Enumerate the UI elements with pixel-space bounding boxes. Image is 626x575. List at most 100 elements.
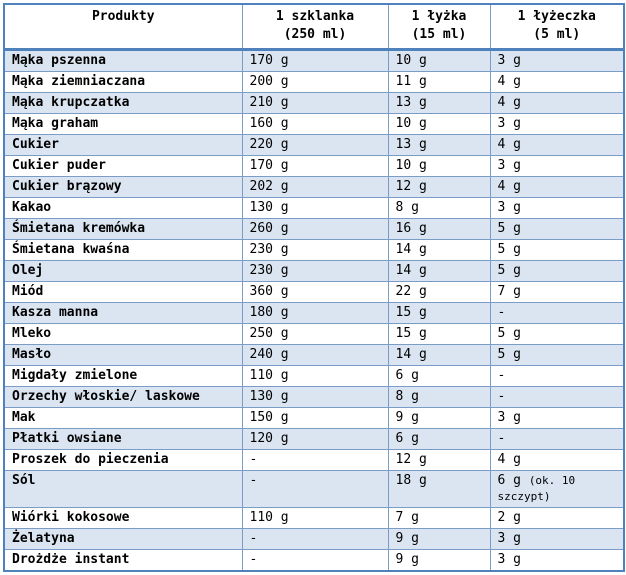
tsp-cell: 5 g: [489, 344, 625, 366]
table-header: Produkty 1 szklanka (250 ml) 1 łyżka (15…: [3, 3, 625, 51]
tbsp-cell: 14 g: [387, 260, 491, 282]
product-cell: Mak: [3, 407, 243, 429]
product-cell: Migdały zmielone: [3, 365, 243, 387]
tsp-cell: 3 g: [489, 528, 625, 550]
header-row: Produkty 1 szklanka (250 ml) 1 łyżka (15…: [3, 3, 625, 51]
tbsp-cell: 12 g: [387, 176, 491, 198]
tsp-cell: 2 g: [489, 507, 625, 529]
product-cell: Cukier: [3, 134, 243, 156]
tbsp-cell: 14 g: [387, 344, 491, 366]
cup-cell: 130 g: [241, 386, 389, 408]
product-cell: Orzechy włoskie/ laskowe: [3, 386, 243, 408]
tsp-cell: 3 g: [489, 113, 625, 135]
tbsp-cell: 10 g: [387, 113, 491, 135]
cup-cell: 250 g: [241, 323, 389, 345]
product-cell: Wiórki kokosowe: [3, 507, 243, 529]
product-cell: Proszek do pieczenia: [3, 449, 243, 471]
col-header-lyzka: 1 łyżka (15 ml): [387, 3, 491, 51]
product-cell: Mąka pszenna: [3, 49, 243, 72]
tsp-cell: -: [489, 365, 625, 387]
cup-cell: 160 g: [241, 113, 389, 135]
cup-cell: 202 g: [241, 176, 389, 198]
product-cell: Olej: [3, 260, 243, 282]
tbsp-cell: 14 g: [387, 239, 491, 261]
col-header-sublabel: (15 ml): [411, 27, 467, 42]
cup-cell: 210 g: [241, 92, 389, 114]
col-header-label: Produkty: [91, 9, 155, 24]
tsp-cell: 3 g: [489, 49, 625, 72]
cup-cell: 170 g: [241, 155, 389, 177]
tsp-cell: 5 g: [489, 323, 625, 345]
product-cell: Cukier puder: [3, 155, 243, 177]
tbsp-cell: 10 g: [387, 155, 491, 177]
tsp-cell: 6 g (ok. 10 szczypt): [489, 470, 625, 508]
tbsp-cell: 15 g: [387, 302, 491, 324]
tsp-cell: 4 g: [489, 71, 625, 93]
tsp-cell: 5 g: [489, 218, 625, 240]
tbsp-cell: 9 g: [387, 407, 491, 429]
product-cell: Mąka ziemniaczana: [3, 71, 243, 93]
product-cell: Cukier brązowy: [3, 176, 243, 198]
tsp-cell: -: [489, 386, 625, 408]
product-cell: Śmietana kremówka: [3, 218, 243, 240]
product-cell: Miód: [3, 281, 243, 303]
product-cell: Mąka krupczatka: [3, 92, 243, 114]
product-cell: Drożdże instant: [3, 549, 243, 572]
tbsp-cell: 10 g: [387, 49, 491, 72]
cup-cell: -: [241, 449, 389, 471]
cup-cell: 110 g: [241, 507, 389, 529]
tsp-note: (ok. 10 szczypt): [497, 474, 576, 503]
tbsp-cell: 13 g: [387, 92, 491, 114]
tsp-cell: 3 g: [489, 197, 625, 219]
product-cell: Sól: [3, 470, 243, 508]
tbsp-cell: 8 g: [387, 386, 491, 408]
cup-cell: 170 g: [241, 49, 389, 72]
product-cell: Mleko: [3, 323, 243, 345]
col-header-sublabel: (5 ml): [533, 27, 581, 42]
tsp-cell: 4 g: [489, 449, 625, 471]
table-row: Kasza manna 180 g 15 g-: [3, 302, 625, 324]
conversion-table: Produkty 1 szklanka (250 ml) 1 łyżka (15…: [3, 3, 625, 572]
tsp-cell: 4 g: [489, 134, 625, 156]
col-header-label: 1 szklanka: [275, 9, 355, 24]
tbsp-cell: 11 g: [387, 71, 491, 93]
tbsp-cell: 22 g: [387, 281, 491, 303]
tbsp-cell: 9 g: [387, 549, 491, 572]
cup-cell: -: [241, 528, 389, 550]
cup-cell: 240 g: [241, 344, 389, 366]
product-cell: Śmietana kwaśna: [3, 239, 243, 261]
col-header-sublabel: (250 ml): [283, 27, 347, 42]
tsp-cell: 5 g: [489, 260, 625, 282]
col-header-szklanka: 1 szklanka (250 ml): [241, 3, 389, 51]
cup-cell: 150 g: [241, 407, 389, 429]
tsp-cell: 3 g: [489, 549, 625, 572]
tsp-cell: -: [489, 428, 625, 450]
tbsp-cell: 15 g: [387, 323, 491, 345]
tsp-cell: 3 g: [489, 155, 625, 177]
cup-cell: 130 g: [241, 197, 389, 219]
tsp-cell: -: [489, 302, 625, 324]
tbsp-cell: 6 g: [387, 428, 491, 450]
tsp-cell: 3 g: [489, 407, 625, 429]
col-header-label: 1 łyżka: [411, 9, 467, 24]
tsp-cell: 7 g: [489, 281, 625, 303]
tsp-cell: 5 g: [489, 239, 625, 261]
col-header-label: 1 łyżeczka: [517, 9, 596, 24]
